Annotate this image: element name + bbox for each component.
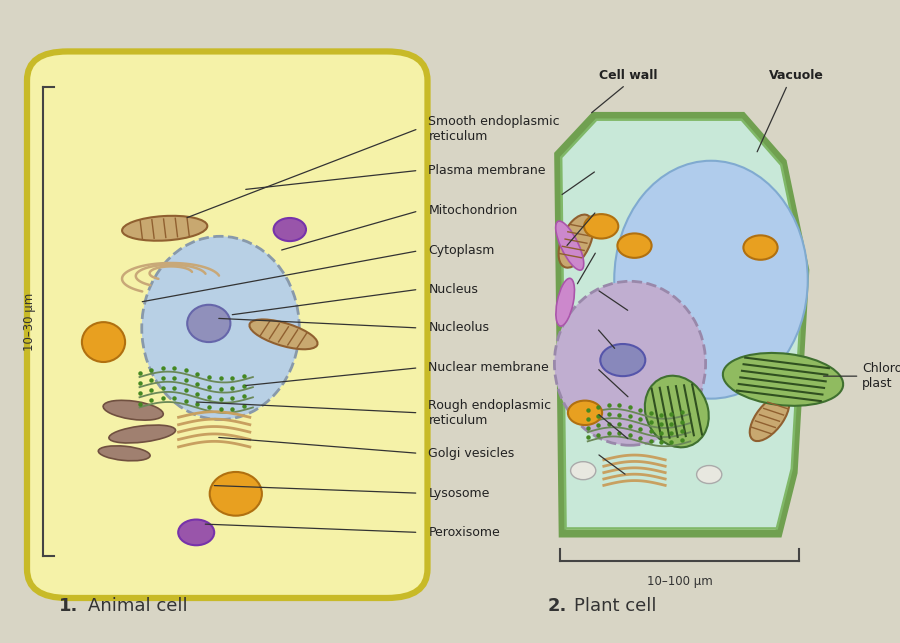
Ellipse shape — [554, 282, 706, 446]
Text: Chloro-
plast: Chloro- plast — [862, 362, 900, 390]
Circle shape — [584, 214, 618, 239]
Text: 10–30 μm: 10–30 μm — [23, 293, 36, 350]
Polygon shape — [562, 120, 803, 529]
Text: Smooth endoplasmic
reticulum: Smooth endoplasmic reticulum — [428, 114, 560, 143]
Ellipse shape — [723, 353, 843, 406]
Ellipse shape — [644, 376, 709, 448]
Text: Nucleolus: Nucleolus — [428, 322, 490, 334]
Ellipse shape — [104, 401, 163, 420]
Text: 10–100 μm: 10–100 μm — [646, 575, 713, 588]
Text: Mitochondrion: Mitochondrion — [428, 204, 518, 217]
Ellipse shape — [559, 215, 593, 267]
Text: Nuclear membrane: Nuclear membrane — [428, 361, 549, 374]
Text: Plant cell: Plant cell — [574, 597, 657, 615]
Ellipse shape — [142, 237, 299, 420]
Text: Cell wall: Cell wall — [598, 69, 657, 82]
Text: 1.: 1. — [58, 597, 78, 615]
Text: Lysosome: Lysosome — [428, 487, 490, 500]
Circle shape — [568, 401, 602, 425]
Circle shape — [617, 233, 652, 258]
Ellipse shape — [187, 305, 230, 342]
Ellipse shape — [556, 278, 574, 326]
Ellipse shape — [555, 221, 584, 270]
Text: 2.: 2. — [547, 597, 567, 615]
Ellipse shape — [210, 472, 262, 516]
Text: Rough endoplasmic
reticulum: Rough endoplasmic reticulum — [428, 399, 552, 427]
Polygon shape — [558, 116, 806, 534]
Text: Plasma membrane: Plasma membrane — [428, 164, 546, 177]
Text: Golgi vesicles: Golgi vesicles — [428, 447, 515, 460]
Ellipse shape — [109, 425, 176, 443]
Circle shape — [571, 462, 596, 480]
FancyBboxPatch shape — [27, 51, 427, 598]
Ellipse shape — [249, 320, 318, 349]
Ellipse shape — [122, 216, 207, 240]
Circle shape — [697, 466, 722, 484]
Circle shape — [600, 344, 645, 376]
Ellipse shape — [98, 446, 150, 461]
Circle shape — [178, 520, 214, 545]
Ellipse shape — [82, 322, 125, 362]
Text: Vacuole: Vacuole — [770, 69, 824, 82]
Text: Peroxisome: Peroxisome — [428, 526, 500, 539]
Text: Nucleus: Nucleus — [428, 283, 478, 296]
Ellipse shape — [750, 395, 789, 441]
Ellipse shape — [614, 161, 808, 399]
Circle shape — [274, 218, 306, 241]
Circle shape — [743, 235, 778, 260]
Text: Animal cell: Animal cell — [88, 597, 188, 615]
Text: Cytoplasm: Cytoplasm — [428, 244, 495, 257]
